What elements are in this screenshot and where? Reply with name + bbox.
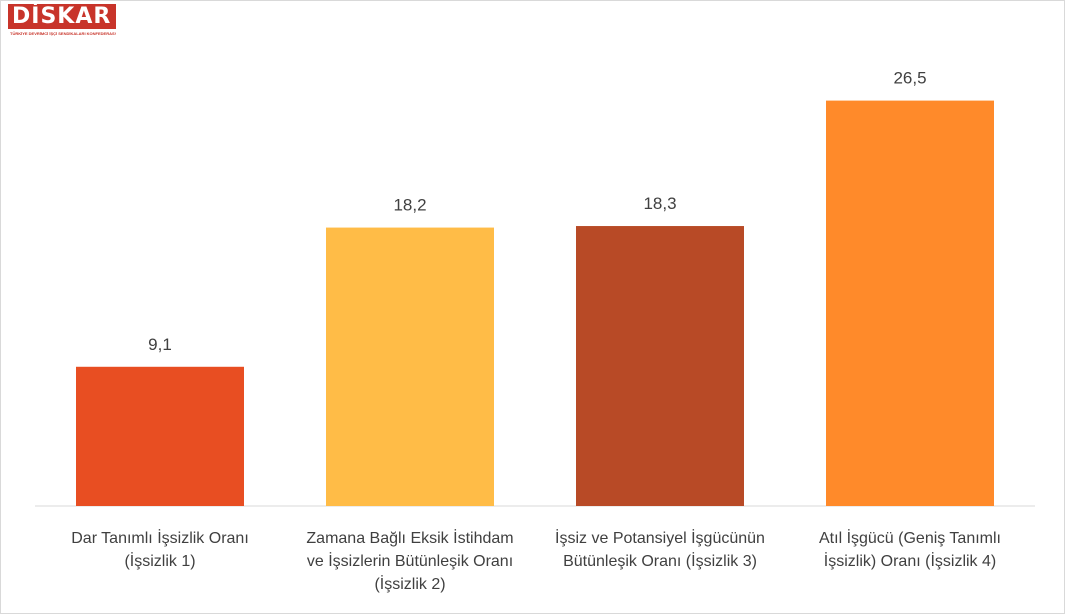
category-label-line: Bütünleşik Oranı (İşsizlik 3): [563, 551, 757, 570]
value-label-4: 26,5: [893, 69, 926, 88]
category-label-line: Dar Tanımlı İşsizlik Oranı: [71, 528, 249, 547]
category-label-2: Zamana Bağlı Eksik İstihdam ve İşsizlerin…: [306, 528, 513, 593]
bar-2: [326, 227, 494, 506]
diskar-logo: DİSKAR TÜRKİYE DEVRİMCİ İŞÇİ SENDİKALARI…: [8, 4, 116, 38]
value-label-2: 18,2: [393, 196, 426, 215]
category-label-line: ve İşsizlerin Bütünleşik Oranı: [307, 551, 513, 570]
bar-3: [576, 226, 744, 506]
category-label-3: İşsiz ve Potansiyel İşgücünün Bütünleşik …: [555, 528, 765, 570]
logo-background: [8, 4, 116, 29]
category-label-line: İşsiz ve Potansiyel İşgücünün: [555, 528, 765, 547]
category-label-line: (İşsizlik 2): [374, 574, 445, 593]
category-label-4: Atıl İşgücü (Geniş Tanımlı İşsizlik) Oran…: [819, 528, 1001, 570]
category-label-line: Atıl İşgücü (Geniş Tanımlı: [819, 528, 1001, 547]
category-label-1: Dar Tanımlı İşsizlik Oranı (İşsizlik 1): [71, 528, 249, 570]
category-label-line: Zamana Bağlı Eksik İstihdam: [306, 528, 513, 547]
value-label-3: 18,3: [643, 194, 676, 213]
category-label-line: İşsizlik) Oranı (İşsizlik 4): [824, 551, 996, 570]
value-label-1: 9,1: [148, 335, 172, 354]
logo-text: DİSKAR: [12, 4, 112, 29]
category-label-line: (İşsizlik 1): [124, 551, 195, 570]
bar-1: [76, 366, 244, 506]
logo-subtitle: TÜRKİYE DEVRİMCİ İŞÇİ SENDİKALARI KONFED…: [10, 31, 116, 36]
bar-4: [826, 100, 994, 506]
